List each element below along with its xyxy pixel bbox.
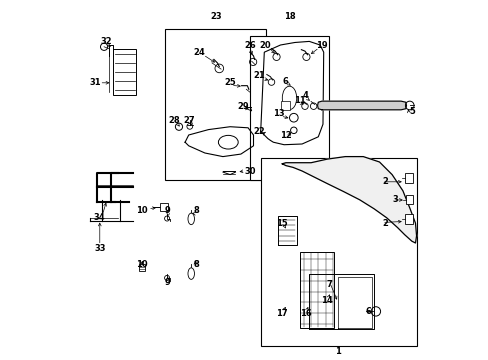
Text: 18: 18 xyxy=(283,12,295,21)
Text: 25: 25 xyxy=(224,78,236,87)
Bar xyxy=(139,264,145,271)
Text: 19: 19 xyxy=(315,40,327,49)
Text: 14: 14 xyxy=(321,296,332,305)
Bar xyxy=(300,252,334,328)
Text: 17: 17 xyxy=(276,309,287,318)
Text: 24: 24 xyxy=(193,48,205,57)
Text: 3: 3 xyxy=(392,195,398,204)
Text: 10: 10 xyxy=(136,260,147,269)
Bar xyxy=(160,203,167,211)
Text: 22: 22 xyxy=(253,127,265,136)
Text: 9: 9 xyxy=(164,278,170,287)
Text: 16: 16 xyxy=(299,309,311,318)
Text: 7: 7 xyxy=(325,280,331,289)
Bar xyxy=(249,36,328,180)
Text: 1: 1 xyxy=(334,346,340,356)
Ellipse shape xyxy=(187,213,194,225)
Ellipse shape xyxy=(187,268,194,279)
Text: 2: 2 xyxy=(381,177,387,186)
Text: 9: 9 xyxy=(164,206,170,215)
Text: 32: 32 xyxy=(100,37,111,46)
Text: 12: 12 xyxy=(280,130,291,139)
Text: 28: 28 xyxy=(168,116,180,125)
Bar xyxy=(405,195,412,204)
Ellipse shape xyxy=(282,86,296,109)
Text: 34: 34 xyxy=(94,213,105,222)
Text: 2: 2 xyxy=(381,219,387,228)
Text: 33: 33 xyxy=(94,244,105,253)
Bar xyxy=(260,158,416,346)
Ellipse shape xyxy=(218,135,238,149)
Bar xyxy=(280,101,289,110)
Text: 8: 8 xyxy=(193,206,198,215)
Text: 15: 15 xyxy=(276,219,287,228)
Polygon shape xyxy=(282,157,416,243)
Text: 29: 29 xyxy=(236,102,248,111)
Bar xyxy=(113,49,136,95)
Polygon shape xyxy=(317,101,406,110)
Text: 11: 11 xyxy=(294,96,305,105)
Text: 4: 4 xyxy=(302,91,308,100)
Text: 31: 31 xyxy=(89,78,101,87)
Bar xyxy=(404,173,412,183)
Text: 26: 26 xyxy=(244,40,255,49)
Text: 27: 27 xyxy=(183,116,194,125)
Text: 13: 13 xyxy=(272,109,284,118)
Bar xyxy=(404,214,412,224)
Text: 10: 10 xyxy=(136,206,147,215)
Text: 23: 23 xyxy=(209,12,221,21)
Text: 21: 21 xyxy=(253,71,265,80)
Bar xyxy=(165,29,265,180)
Text: 8: 8 xyxy=(193,260,198,269)
Text: 6: 6 xyxy=(283,77,288,85)
Text: 5: 5 xyxy=(408,107,414,116)
Text: 20: 20 xyxy=(259,40,271,49)
Text: 30: 30 xyxy=(244,166,255,175)
Text: 6: 6 xyxy=(365,307,371,316)
